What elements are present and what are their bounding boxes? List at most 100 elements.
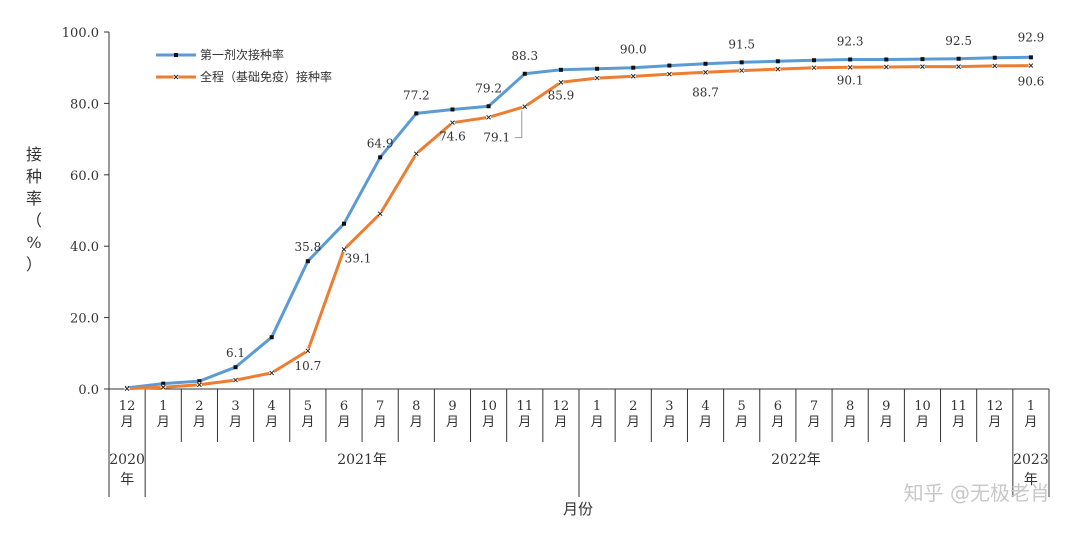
data-point — [486, 114, 492, 120]
data-label: 6.1 — [226, 346, 245, 360]
data-point — [196, 382, 202, 388]
data-point — [232, 377, 239, 383]
data-point — [233, 365, 238, 370]
data-point — [197, 379, 202, 384]
data-point-x — [233, 377, 238, 383]
data-point-x — [522, 104, 528, 109]
legend-marker — [174, 53, 178, 57]
watermark-text: 知乎 @无极老肖 — [904, 481, 1050, 505]
data-point-x — [739, 68, 745, 73]
data-point-x — [269, 370, 275, 376]
data-label: 90.6 — [1018, 75, 1045, 89]
x-tick-label: 10 月 — [914, 399, 931, 430]
data-point — [666, 71, 672, 77]
data-point-x — [450, 120, 455, 126]
data-point — [631, 65, 636, 70]
data-point — [956, 64, 962, 70]
data-label: 39.1 — [345, 251, 372, 265]
data-point — [161, 381, 166, 386]
y-axis-label: 接种率（%） — [26, 145, 42, 274]
series-line-0 — [126, 55, 1031, 390]
data-point — [305, 259, 310, 264]
data-point — [269, 370, 275, 376]
data-point-x — [558, 79, 564, 85]
data-point — [341, 246, 347, 253]
data-point — [594, 75, 600, 81]
series-line-1 — [127, 64, 1031, 391]
data-point — [522, 104, 528, 110]
data-point — [595, 66, 600, 71]
data-point-x — [956, 64, 961, 69]
data-label: 92.9 — [1018, 30, 1045, 44]
data-point-x — [847, 64, 853, 70]
data-point — [667, 63, 672, 68]
data-point-x — [992, 63, 998, 69]
x-tick-label: 11 月 — [950, 399, 967, 430]
data-point-x — [920, 64, 925, 69]
data-point-x — [377, 211, 383, 217]
data-point — [522, 71, 527, 76]
data-point-x — [305, 348, 311, 354]
data-point-x — [883, 64, 889, 70]
data-point — [413, 151, 419, 157]
data-label: 79.2 — [475, 81, 502, 95]
data-point — [1028, 55, 1033, 60]
data-label: 10.7 — [294, 359, 321, 373]
data-label: 90.0 — [620, 43, 647, 57]
data-point — [739, 60, 744, 65]
data-point-x — [630, 73, 636, 79]
data-label: 88.7 — [692, 85, 719, 99]
data-point — [920, 57, 925, 62]
x-tick-label: 10 月 — [480, 399, 497, 430]
data-point — [847, 64, 853, 70]
x-axis-label: 月份 — [563, 500, 593, 518]
year-label: 2023 年 — [1013, 452, 1049, 488]
y-tick-label: 80.0 — [70, 97, 99, 112]
data-point — [449, 120, 456, 126]
data-point — [558, 67, 563, 72]
data-point — [883, 64, 889, 70]
data-point-x — [775, 66, 781, 72]
data-point-x — [197, 382, 202, 388]
data-point — [775, 66, 781, 72]
data-point — [702, 69, 709, 75]
data-point-x — [703, 69, 708, 75]
y-tick-label: 0.0 — [78, 383, 99, 398]
data-label: 85.9 — [548, 88, 575, 102]
data-label: 64.9 — [367, 136, 394, 150]
data-point — [812, 58, 816, 63]
data-point — [305, 348, 311, 354]
label-leader-line — [514, 110, 523, 139]
data-point — [486, 104, 491, 109]
data-label: 35.8 — [294, 240, 321, 254]
year-label: 2021年 — [337, 452, 387, 468]
data-point — [558, 79, 564, 85]
data-point — [124, 386, 130, 392]
year-label: 2022年 — [771, 452, 821, 468]
data-point-x — [667, 71, 672, 77]
data-point-x — [486, 114, 491, 120]
y-tick-label: 60.0 — [70, 169, 99, 184]
y-tick-label: 20.0 — [70, 312, 99, 327]
data-point — [848, 57, 853, 62]
legend-label-0: 第一剂次接种率 — [200, 47, 284, 62]
x-tick-label: 12 月 — [553, 399, 570, 430]
data-point — [992, 63, 998, 69]
data-label: 88.3 — [511, 49, 538, 63]
data-point — [342, 221, 346, 226]
